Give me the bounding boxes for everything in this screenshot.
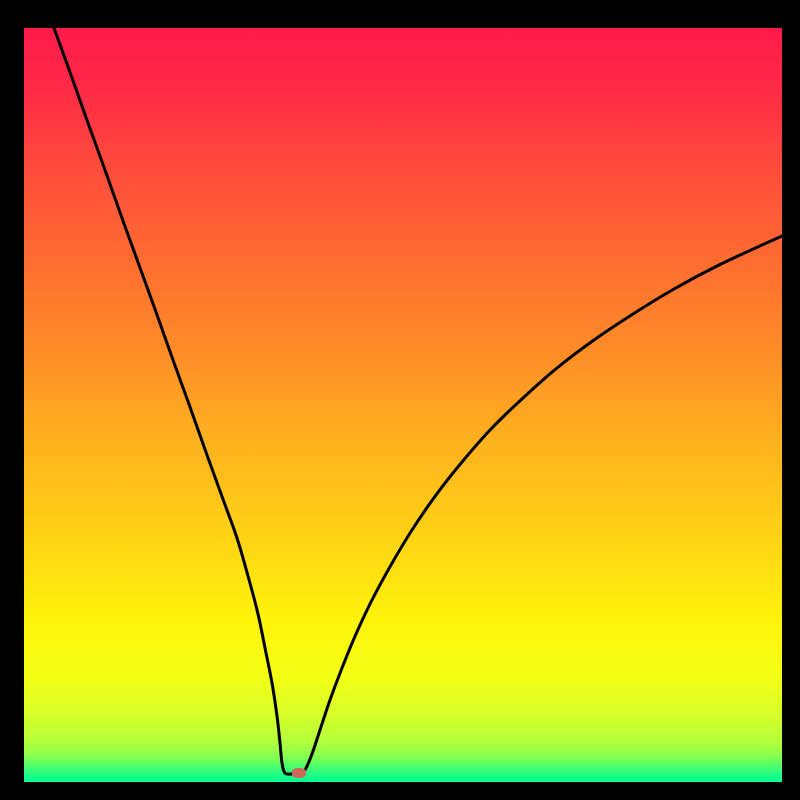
frame-right bbox=[782, 0, 800, 800]
curve-left-branch bbox=[54, 28, 300, 774]
bottleneck-curve bbox=[24, 28, 782, 782]
frame-top bbox=[0, 0, 800, 28]
frame-left bbox=[0, 0, 24, 800]
plot-area bbox=[24, 28, 782, 782]
curve-right-branch bbox=[300, 236, 782, 774]
minimum-marker bbox=[292, 768, 306, 778]
frame-bottom bbox=[0, 782, 800, 800]
